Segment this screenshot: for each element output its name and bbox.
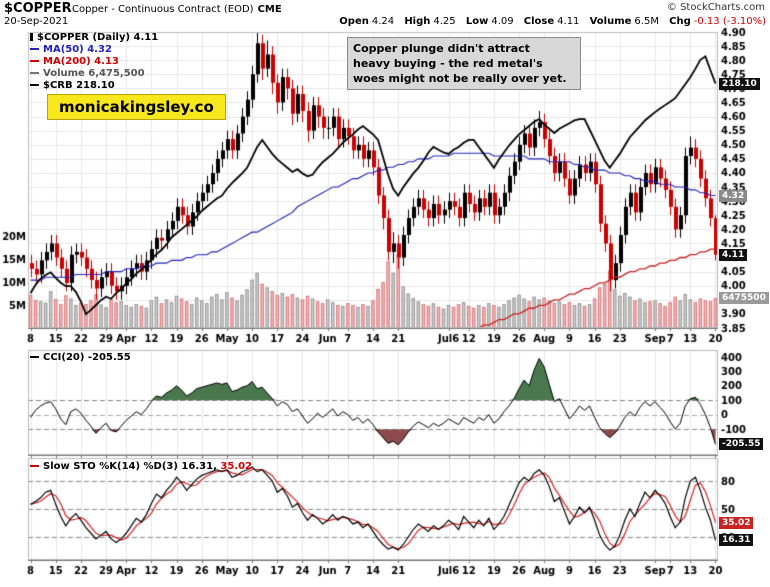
sto-k-axis-marker: 16.31 — [719, 534, 754, 547]
cci-line-icon — [30, 356, 39, 358]
branding-watermark: monicakingsley.co — [47, 94, 226, 120]
legend-crb-label: $CRB 218.10 — [43, 80, 115, 91]
sto-legend-label: Slow STO %K(14) %D(3) 16.31, — [43, 461, 217, 472]
legend-item-ma50: MA(50) 4.32 — [30, 44, 158, 56]
legend-item-volume: Volume 6,475,500 — [30, 68, 158, 80]
chart-date: 20-Sep-2021 — [4, 16, 69, 27]
open-label: Open — [339, 16, 369, 27]
symbol-description: Copper - Continuous Contract (EOD) CME — [72, 4, 282, 15]
legend-copper-label: $COPPER (Daily) 4.11 — [37, 32, 159, 43]
symbol-title: $COPPER — [4, 1, 72, 16]
main-chart-legend: $COPPER (Daily) 4.11 MA(50) 4.32 MA(200)… — [30, 32, 158, 92]
volume-value: 6.5M — [634, 16, 659, 27]
annotation-note: Copper plunge didn't attract heavy buyin… — [347, 37, 581, 90]
sto-legend-d-value: 35.02 — [220, 461, 252, 472]
high-label: High — [404, 16, 431, 27]
legend-item-copper: $COPPER (Daily) 4.11 — [30, 32, 158, 44]
ma50-line-icon — [30, 48, 39, 50]
ma200-line-icon — [30, 60, 39, 62]
legend-ma50-label: MA(50) 4.32 — [43, 44, 112, 55]
sto-d-axis-marker: 35.02 — [719, 516, 754, 529]
crb-line-icon — [30, 84, 39, 86]
volume-bars-icon — [30, 72, 39, 74]
close-value: 4.11 — [557, 16, 580, 27]
low-value: 4.09 — [491, 16, 514, 27]
stockcharts-copyright: © StockCharts.com — [666, 2, 765, 13]
chg-label: Chg — [669, 16, 691, 27]
volume-axis-marker: 6475500 — [719, 292, 769, 305]
legend-volume-label: Volume 6,475,500 — [43, 68, 145, 79]
high-value: 4.25 — [433, 16, 456, 27]
legend-item-crb: $CRB 218.10 — [30, 80, 158, 92]
volume-label: Volume — [589, 16, 632, 27]
symbol-description-text: Copper - Continuous Contract (EOD) — [72, 4, 254, 15]
crb-axis-marker: 218.10 — [719, 77, 760, 90]
sto-line-icon — [30, 465, 39, 467]
ma50-axis-marker: 4.32 — [719, 189, 748, 202]
exchange-label: CME — [257, 4, 282, 15]
sto-legend: Slow STO %K(14) %D(3) 16.31, 35.02 — [30, 461, 252, 472]
quote-summary: Open 4.24 High 4.25 Low 4.09 Close 4.11 Volu… — [332, 16, 766, 27]
legend-ma200-label: MA(200) 4.13 — [43, 56, 119, 67]
close-label: Close — [523, 16, 555, 27]
cci-axis-marker: -205.55 — [719, 438, 764, 451]
low-label: Low — [465, 16, 489, 27]
cci-legend: CCI(20) -205.55 — [30, 352, 131, 363]
candlestick-icon — [30, 33, 33, 41]
cci-legend-label: CCI(20) -205.55 — [43, 352, 131, 363]
chg-value: -0.13 (-3.10%) — [693, 16, 766, 27]
open-value: 4.24 — [371, 16, 395, 27]
close-axis-marker: 4.11 — [719, 248, 748, 261]
legend-item-ma200: MA(200) 4.13 — [30, 56, 158, 68]
